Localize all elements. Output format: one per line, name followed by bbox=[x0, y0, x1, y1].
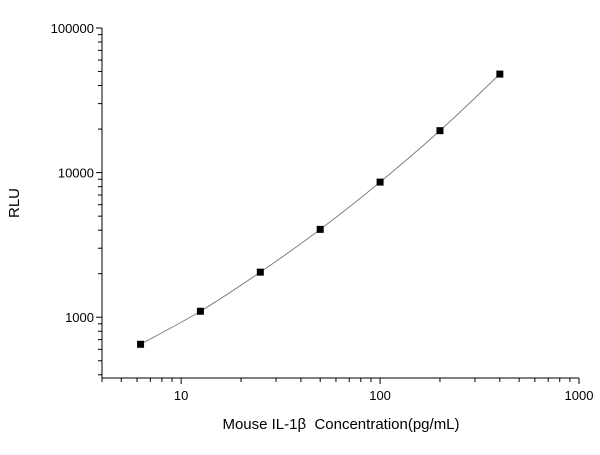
x-axis-label: Mouse IL-1β Concentration(pg/mL) bbox=[222, 416, 459, 433]
data-point bbox=[436, 127, 444, 135]
y-tick-label: 1000 bbox=[65, 310, 94, 325]
data-point bbox=[376, 178, 384, 186]
data-point bbox=[256, 268, 264, 276]
y-tick-label: 100000 bbox=[51, 21, 94, 36]
data-point bbox=[316, 225, 324, 233]
fit-curve bbox=[140, 73, 501, 345]
data-points bbox=[137, 70, 504, 348]
data-point bbox=[496, 70, 504, 78]
y-axis-label: RLU bbox=[6, 188, 23, 218]
axes bbox=[96, 27, 580, 384]
y-tick-label: 10000 bbox=[58, 166, 94, 181]
tick-labels: 10 100 1000 1000 10000 100000 bbox=[51, 21, 594, 403]
x-tick-label: 10 bbox=[174, 388, 188, 403]
x-tick-label: 100 bbox=[369, 388, 391, 403]
x-tick-label: 1000 bbox=[565, 388, 594, 403]
data-point bbox=[196, 307, 204, 315]
data-point bbox=[137, 340, 145, 348]
